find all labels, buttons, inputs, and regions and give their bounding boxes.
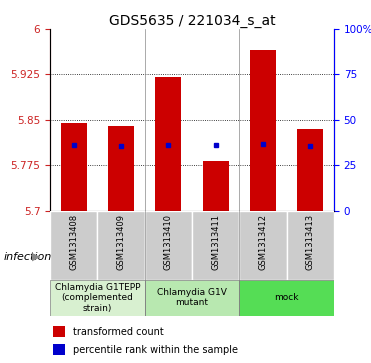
Bar [239, 280, 334, 316]
Bar [145, 280, 239, 316]
Bar [250, 50, 276, 211]
Bar [203, 161, 229, 211]
Text: Chlamydia G1TEPP
(complemented
strain): Chlamydia G1TEPP (complemented strain) [55, 283, 140, 313]
Bar [61, 123, 87, 211]
Text: mock: mock [274, 293, 299, 302]
Bar [50, 211, 98, 280]
Text: infection: infection [4, 252, 52, 262]
Text: GSM1313408: GSM1313408 [69, 214, 78, 270]
Title: GDS5635 / 221034_s_at: GDS5635 / 221034_s_at [109, 14, 275, 28]
Text: GSM1313411: GSM1313411 [211, 214, 220, 270]
Text: GSM1313413: GSM1313413 [306, 214, 315, 270]
Text: Chlamydia G1V
mutant: Chlamydia G1V mutant [157, 288, 227, 307]
Text: GSM1313410: GSM1313410 [164, 214, 173, 270]
Bar [239, 211, 287, 280]
Text: transformed count: transformed count [73, 327, 164, 337]
Text: GSM1313412: GSM1313412 [259, 214, 267, 270]
Bar [287, 211, 334, 280]
Bar [50, 280, 145, 316]
Bar [108, 126, 134, 211]
Text: GSM1313409: GSM1313409 [116, 214, 125, 270]
Bar [53, 326, 65, 338]
Bar [53, 344, 65, 355]
Text: ▶: ▶ [32, 252, 40, 262]
Bar [297, 129, 323, 211]
Bar [145, 211, 192, 280]
Bar [192, 211, 239, 280]
Bar [98, 211, 145, 280]
Text: percentile rank within the sample: percentile rank within the sample [73, 345, 238, 355]
Bar [155, 77, 181, 211]
